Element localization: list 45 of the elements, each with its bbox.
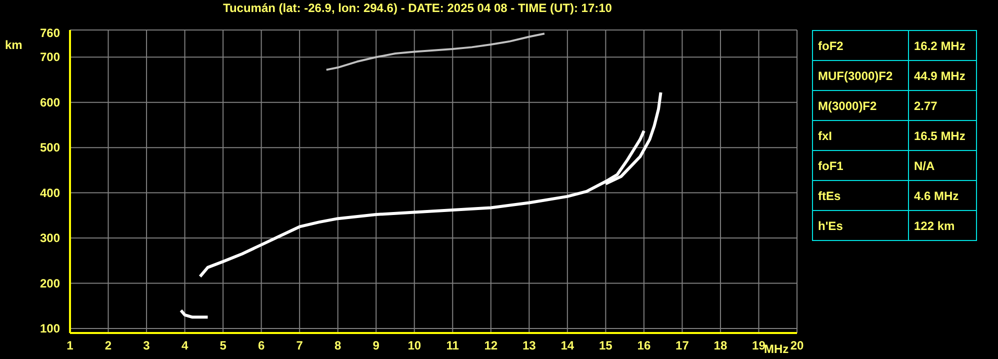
text: foF2 <box>812 30 908 60</box>
x-tick-label: 20 <box>790 338 804 353</box>
y-tick-label: 300 <box>40 231 60 246</box>
x-tick-label: 14 <box>560 338 574 353</box>
text: 4.6 MHz <box>908 180 976 210</box>
x-tick-label: 8 <box>334 338 342 353</box>
y-tick-label: 500 <box>40 140 60 155</box>
text: MUF(3000)F2 <box>812 60 908 90</box>
x-tick-label: 9 <box>372 338 380 353</box>
x-tick-label: 1 <box>66 338 74 353</box>
x-tick-label: 17 <box>676 338 690 353</box>
x-tick-label: 11 <box>446 338 460 353</box>
y-tick-label: 200 <box>40 276 60 290</box>
y-tick-label: 700 <box>40 50 60 64</box>
x-tick-label: 7 <box>296 338 304 353</box>
x-axis-title: MHz <box>764 342 789 356</box>
x-tick-label: 3 <box>143 338 150 353</box>
x-tick-label: 13 <box>522 338 536 353</box>
x-tick-label: 6 <box>258 338 265 353</box>
chart-title: Tucumán (lat: -26.9, lon: 294.6) - DATE: 2025 04 08 - TIME (UT): 17:10 <box>222 1 613 15</box>
y-tick-label: 400 <box>40 186 60 200</box>
y-tick-label: 600 <box>40 95 60 110</box>
x-tick-label: 19 <box>752 338 766 353</box>
y-axis-title: km <box>5 38 22 52</box>
text: M(3000)F2 <box>812 90 908 120</box>
text: 122 km <box>908 210 976 240</box>
x-tick-label: 2 <box>104 338 112 353</box>
y-tick-label: 760 <box>40 26 60 40</box>
text: ftEs <box>812 180 908 210</box>
x-tick-label: 16 <box>637 338 651 353</box>
y-tick-label: 100 <box>40 321 60 336</box>
text: 44.9 MHz <box>908 60 976 90</box>
text: fxI <box>812 120 908 150</box>
text: 16.2 MHz <box>908 30 976 60</box>
x-tick-label: 12 <box>484 338 498 353</box>
x-tick-label: 18 <box>714 338 728 353</box>
x-tick-label: 15 <box>599 338 613 353</box>
x-tick-label: 10 <box>408 338 422 353</box>
text: h'Es <box>812 210 908 240</box>
text: foF1 <box>812 150 908 180</box>
text: N/A <box>908 150 976 180</box>
text: 2.77 <box>908 90 976 120</box>
x-tick-label: 5 <box>220 338 227 353</box>
x-tick-label: 4 <box>181 338 188 353</box>
text: 16.5 MHz <box>908 120 976 150</box>
